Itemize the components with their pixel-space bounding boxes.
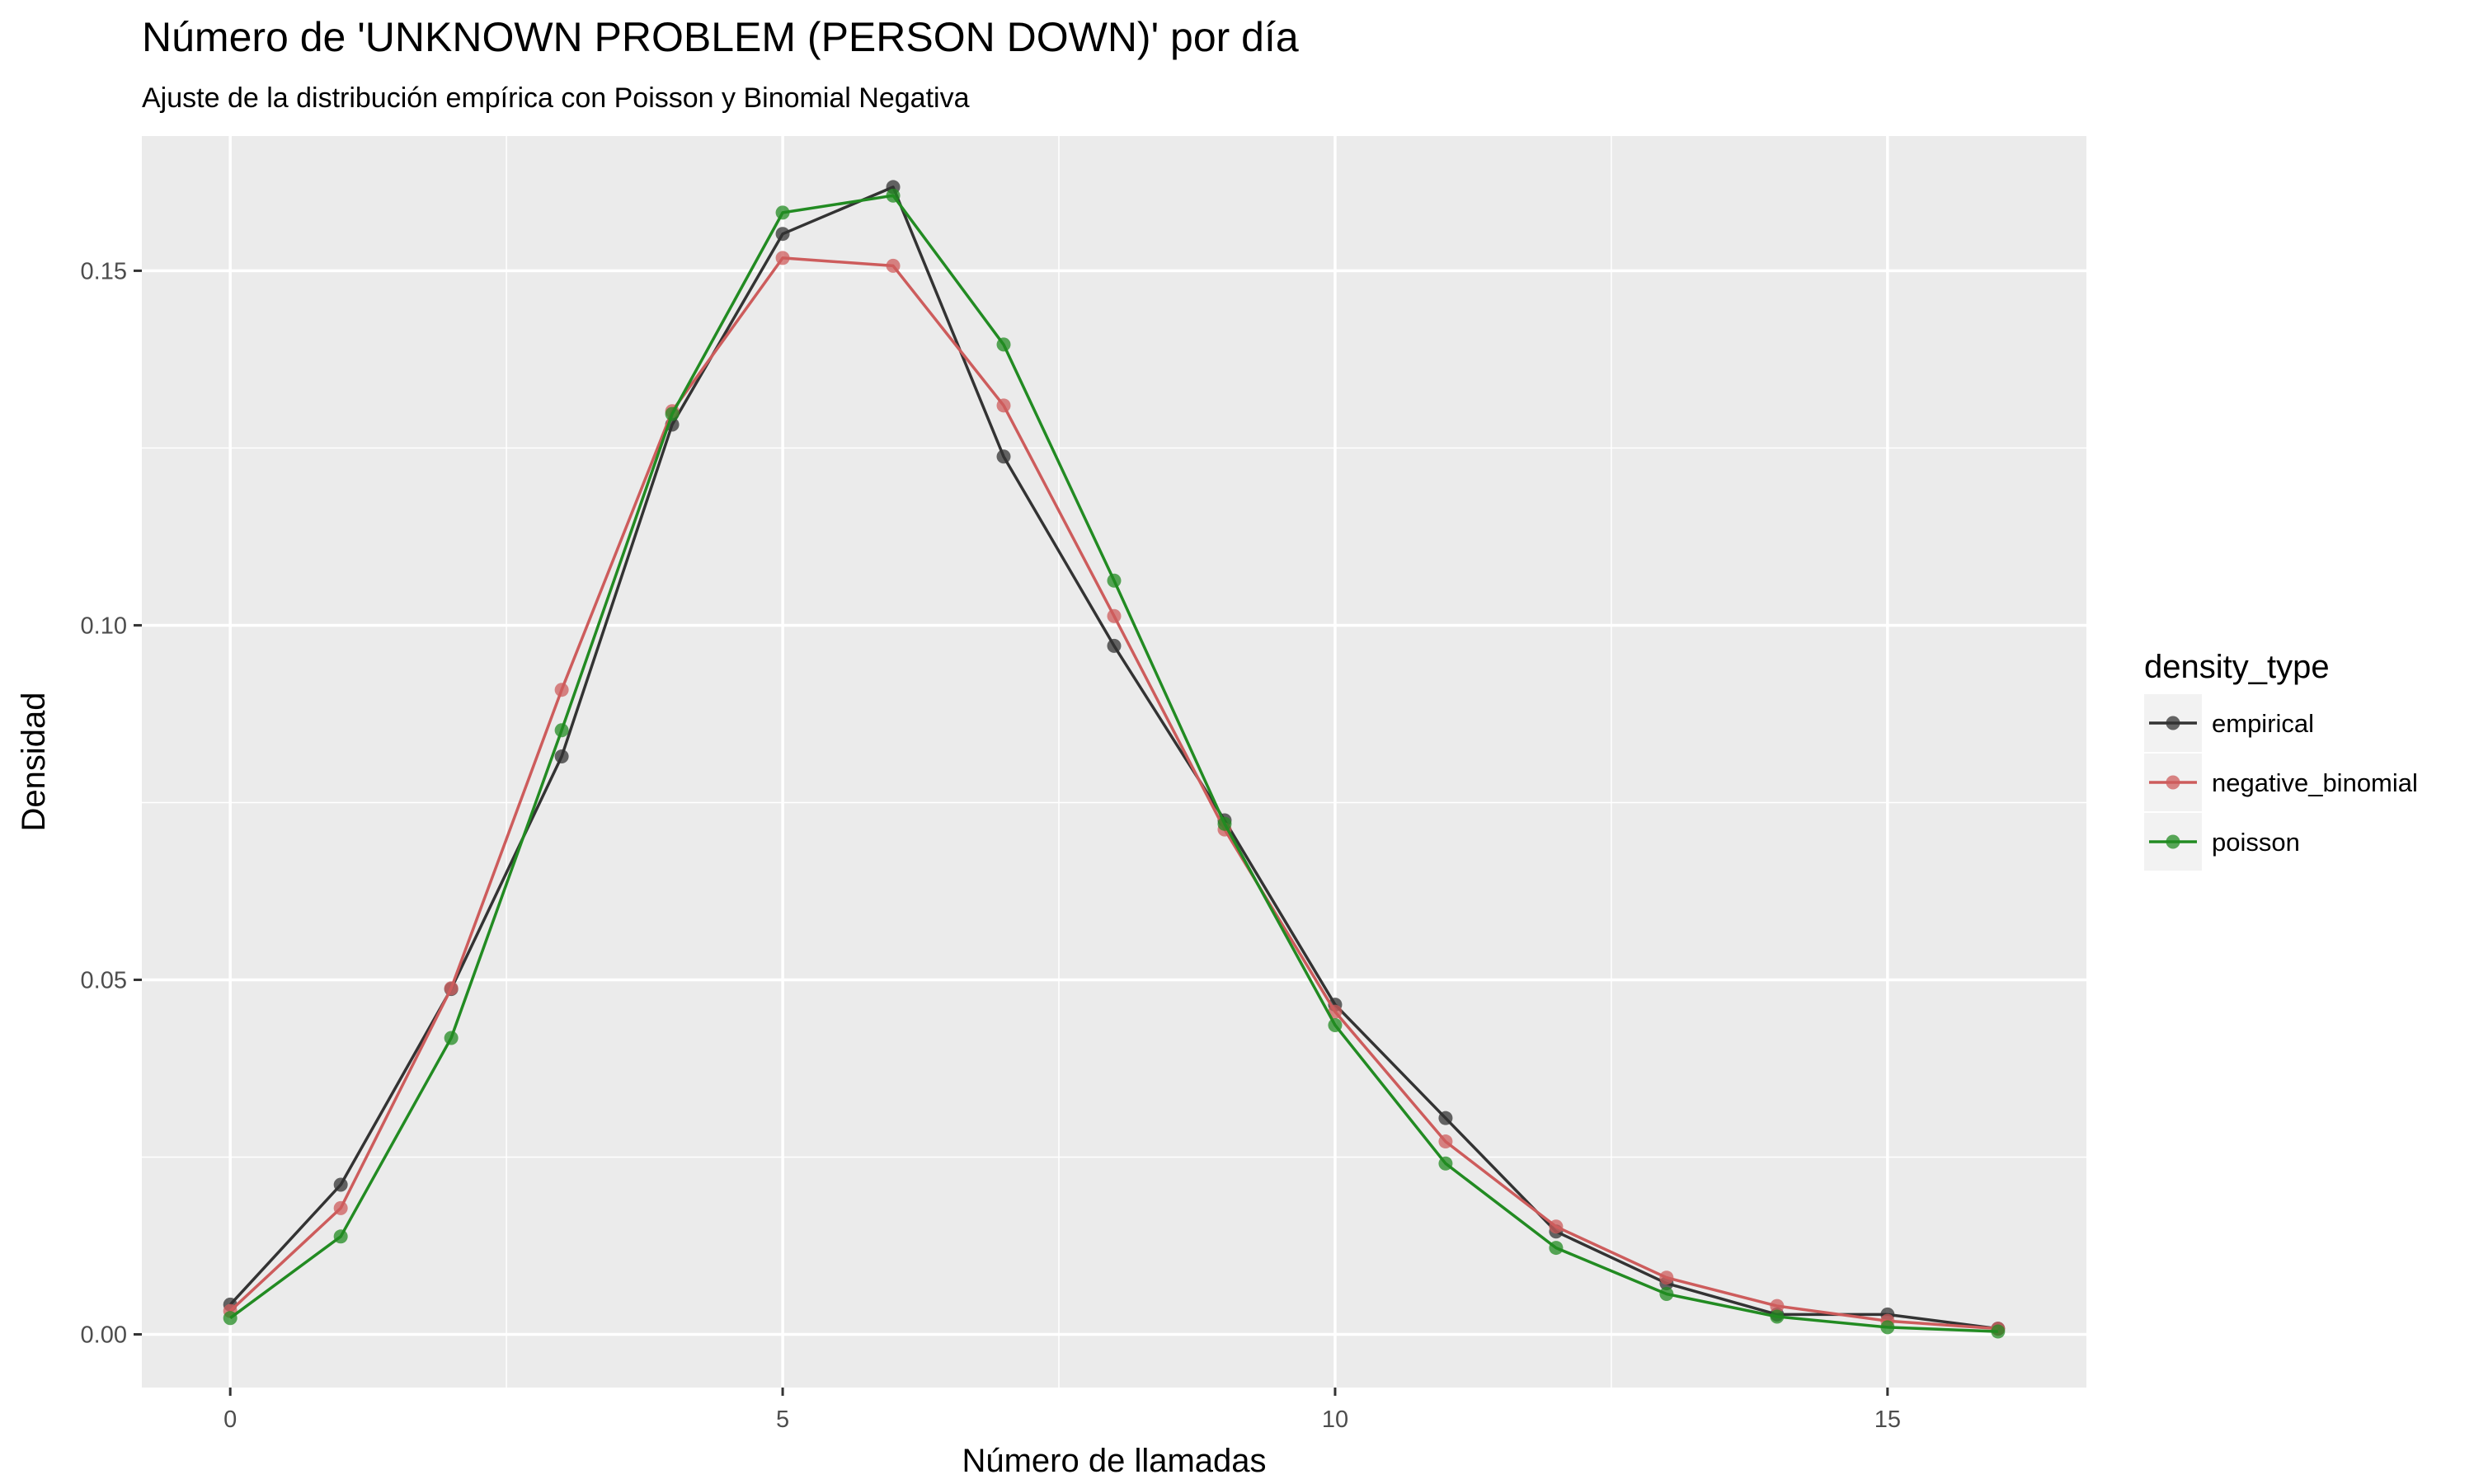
axis-ticks [134,269,1889,1396]
data-point [996,337,1011,352]
data-point [1438,1134,1453,1149]
data-point [1217,816,1232,831]
y-axis-title: Densidad [16,692,52,831]
legend-key-point [2166,834,2180,849]
grid-minor [142,136,2086,1388]
data-point [1438,1111,1453,1125]
data-point [1549,1219,1564,1234]
legend-item-negative-binomial: negative_binomial [2144,754,2418,811]
chart-subtitle: Ajuste de la distribución empírica con P… [142,82,970,114]
data-point [1659,1286,1674,1301]
y-tick-label: 0.15 [81,258,127,284]
data-point [1107,608,1122,623]
data-point [333,1177,348,1192]
data-point [775,251,790,265]
data-point [1991,1324,2006,1339]
x-tick-label: 15 [1874,1407,1901,1433]
data-point [333,1200,348,1215]
series-poisson [223,188,2006,1339]
data-point [333,1229,348,1244]
legend-label: empirical [2212,709,2314,738]
legend-item-empirical: empirical [2144,694,2314,752]
legend-key-point [2166,775,2180,790]
legend-key-point [2166,716,2180,730]
data-point [665,406,680,421]
data-point [1438,1156,1453,1171]
legend-label: poisson [2212,828,2300,857]
plot-panel [142,136,2086,1388]
x-tick-label: 5 [776,1407,789,1433]
data-point [775,227,790,242]
x-tick-label: 0 [223,1407,237,1433]
y-tick-label: 0.10 [81,613,127,639]
data-point [554,683,569,697]
y-tick-label: 0.00 [81,1322,127,1348]
data-point [886,188,901,203]
data-point [1770,1298,1785,1313]
data-point [775,205,790,220]
data-point [996,398,1011,413]
legend-title: density_type [2144,649,2330,685]
chart-title: Número de 'UNKNOWN PROBLEM (PERSON DOWN)… [142,14,1299,60]
data-point [1328,1004,1343,1019]
series-layer [223,180,2006,1339]
data-point [554,749,569,764]
data-point [996,449,1011,464]
data-point [223,1311,238,1326]
legend-label: negative_binomial [2212,768,2418,797]
legend: density_type empirical negative_binomialp… [2144,649,2418,871]
y-tick-labels: 0.00 0.05 0.10 0.15 [81,258,127,1348]
y-tick-label: 0.05 [81,967,127,993]
data-point [554,723,569,738]
data-point [1549,1241,1564,1256]
grid-major [142,136,2086,1388]
data-point [444,981,459,996]
data-point [1770,1309,1785,1324]
data-point [1107,573,1122,588]
data-point [1659,1270,1674,1285]
data-point [1107,638,1122,653]
data-point [444,1031,459,1045]
x-tick-label: 10 [1322,1407,1348,1433]
x-axis-title: Número de llamadas [962,1443,1266,1479]
x-tick-labels: 0 5 10 15 [223,1407,1901,1433]
legend-item-poisson: poisson [2144,813,2300,871]
data-point [886,258,901,273]
data-point [1880,1320,1895,1335]
data-point [1328,1018,1343,1033]
